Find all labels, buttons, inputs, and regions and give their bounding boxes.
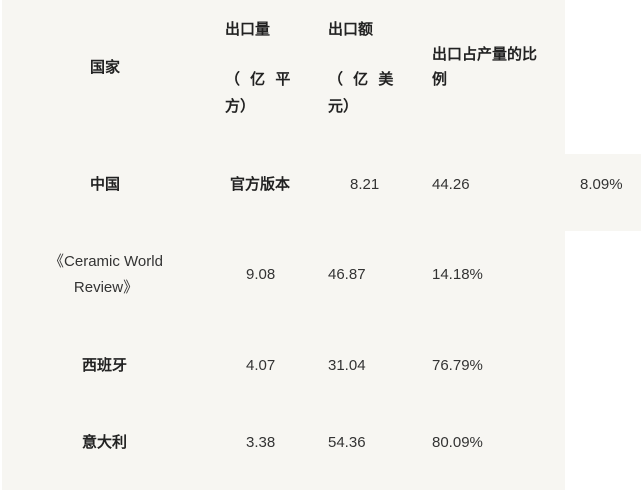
volume-cell: 官方版本 bbox=[230, 176, 291, 193]
ratio-cell: 14.18% bbox=[432, 266, 483, 283]
header-value-unit-cont: 元） bbox=[328, 98, 359, 115]
header-ratio-cont: 例 bbox=[432, 71, 448, 88]
country-cell: 中国 bbox=[90, 176, 121, 193]
ratio-cell: 76.79% bbox=[432, 357, 483, 374]
value-cell: 31.04 bbox=[328, 357, 366, 374]
header-value: 出口额 bbox=[328, 21, 374, 38]
header-volume-unit: （ 亿 平 bbox=[225, 71, 294, 88]
country-cell: 西班牙 bbox=[82, 357, 128, 374]
table-background bbox=[2, 0, 565, 490]
header-ratio: 出口占产量的比 bbox=[432, 46, 538, 63]
value-cell: 54.36 bbox=[328, 434, 366, 451]
header-value-unit: （ 亿 美 bbox=[328, 71, 397, 88]
ratio-cell: 80.09% bbox=[432, 434, 483, 451]
volume-cell: 9.08 bbox=[246, 266, 276, 283]
volume-cell: 3.38 bbox=[246, 434, 276, 451]
volume-cell: 4.07 bbox=[246, 357, 276, 374]
header-country: 国家 bbox=[90, 59, 121, 76]
extra-cell: 8.09% bbox=[580, 176, 623, 193]
value-cell: 46.87 bbox=[328, 266, 366, 283]
country-cell: 意大利 bbox=[82, 434, 128, 451]
country-cell: 《Ceramic World bbox=[49, 253, 163, 270]
overflow-cell-background bbox=[565, 154, 641, 231]
ratio-cell: 44.26 bbox=[432, 176, 470, 193]
header-volume-unit-cont: 方） bbox=[225, 98, 256, 115]
country-cell-cont: Review》 bbox=[73, 279, 139, 296]
header-volume: 出口量 bbox=[225, 21, 271, 38]
value-cell: 8.21 bbox=[350, 176, 380, 193]
